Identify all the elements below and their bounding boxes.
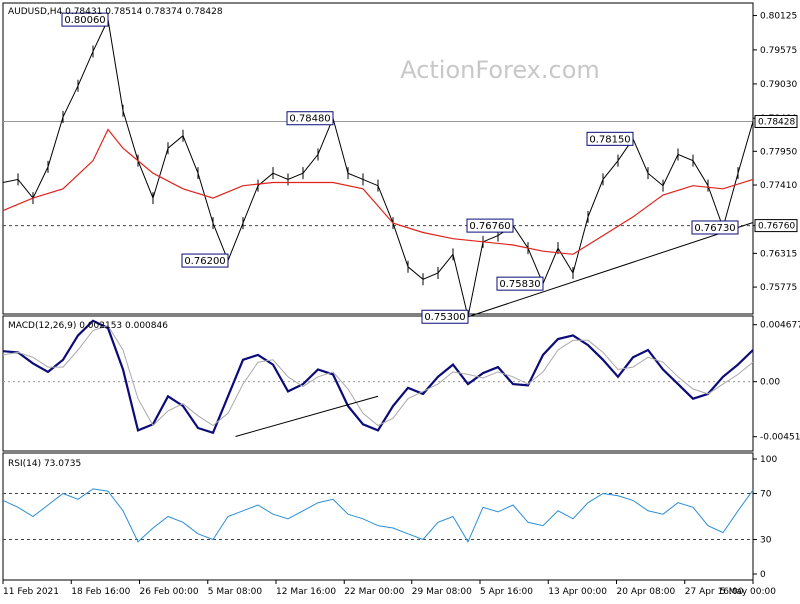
rsi-y-tick-label: 0 bbox=[760, 570, 766, 580]
price-annotation-label: 0.78480 bbox=[289, 114, 330, 125]
rsi-series-0-line bbox=[2, 488, 754, 543]
price-y-tick-label: 0.79575 bbox=[760, 46, 797, 56]
x-tick-label: 29 Mar 08:00 bbox=[412, 587, 472, 597]
rsi-y-tick-label: 30 bbox=[760, 536, 772, 546]
price-y-tick-label: 0.75775 bbox=[760, 283, 797, 293]
x-tick-label: 18 Feb 16:00 bbox=[71, 587, 130, 597]
support-level-label: 0.76760 bbox=[758, 222, 795, 232]
price-annotation-box bbox=[496, 276, 544, 291]
price-annotation: 0.75300 bbox=[421, 309, 469, 324]
macd-y-tick-label: -0.004519 bbox=[760, 433, 800, 443]
price-annotation-label: 0.76730 bbox=[694, 223, 735, 234]
rsi-panel-title: RSI(14) 73.0735 bbox=[8, 459, 81, 469]
price-annotation: 0.76200 bbox=[181, 253, 229, 268]
price-panel-title: AUDUSD,H4 0.78431 0.78514 0.78374 0.7842… bbox=[8, 7, 223, 17]
x-tick-label: 26 Feb 00:00 bbox=[140, 587, 199, 597]
price-annotation-label: 0.76760 bbox=[469, 221, 510, 232]
rsi-y-tick-label: 100 bbox=[760, 455, 777, 465]
price-annotation: 0.76760 bbox=[466, 218, 514, 233]
price-y-tick-label: 0.80125 bbox=[760, 12, 797, 22]
price-annotation-label: 0.75830 bbox=[499, 279, 540, 290]
price-annotation-box bbox=[466, 218, 514, 233]
x-tick-label: 22 Mar 00:00 bbox=[344, 587, 404, 597]
price-series-1-line bbox=[2, 128, 754, 255]
price-annotation-box bbox=[181, 253, 229, 268]
x-axis: 11 Feb 2021 18 Feb 16:00 26 Feb 00:00 5 Mar… bbox=[2, 580, 776, 597]
price-y-tick-label: 0.76315 bbox=[760, 249, 797, 259]
x-tick-label: 5 May 00:00 bbox=[720, 587, 776, 597]
price-annotation-label: 0.75300 bbox=[424, 312, 465, 323]
rsi-panel: 100 70 30 0 bbox=[2, 455, 777, 580]
price-panel-frame bbox=[2, 2, 754, 315]
price-support-trendline bbox=[467, 222, 754, 318]
price-annotation: 0.78480 bbox=[286, 111, 334, 126]
x-tick-label: 13 Apr 00:00 bbox=[548, 587, 607, 597]
price-annotation: 0.75830 bbox=[496, 276, 544, 291]
x-tick-label: 5 Apr 16:00 bbox=[480, 587, 533, 597]
price-y-tick-label: 0.79030 bbox=[760, 80, 797, 90]
price-annotation-label: 0.80060 bbox=[64, 15, 105, 26]
support-level-box bbox=[754, 219, 798, 233]
x-tick-label: 27 Apr 16:00 bbox=[685, 587, 744, 597]
x-tick-label: 5 Mar 08:00 bbox=[208, 587, 263, 597]
price-annotation: 0.80060 bbox=[61, 12, 109, 27]
price-annotation-box bbox=[421, 309, 469, 324]
macd-y-tick-label: 0.00 bbox=[760, 378, 780, 388]
x-tick-label: 12 Mar 16:00 bbox=[276, 587, 336, 597]
current-price-label: 0.78428 bbox=[758, 117, 795, 127]
price-annotation-label: 0.76200 bbox=[184, 256, 225, 267]
price-annotation-box bbox=[691, 220, 739, 235]
price-annotation: 0.78150 bbox=[586, 131, 634, 146]
current-price-box bbox=[754, 114, 798, 128]
watermark: ActionForex.com bbox=[400, 56, 600, 84]
x-tick-label: 20 Apr 08:00 bbox=[617, 587, 676, 597]
price-panel: 0.80125 0.79575 0.79030 0.78480 0.77950 0.774… bbox=[2, 12, 798, 324]
price-annotation-label: 0.78150 bbox=[589, 134, 630, 145]
price-y-tick-label: 0.77950 bbox=[760, 147, 797, 157]
macd-y-tick-label: 0.004677 bbox=[760, 321, 800, 331]
price-annotation-box bbox=[586, 131, 634, 146]
macd-panel-title: MACD(12,26,9) 0.002153 0.000846 bbox=[8, 321, 168, 331]
rsi-panel-frame bbox=[2, 452, 754, 581]
price-annotation-box bbox=[61, 12, 109, 27]
macd-series-0-line bbox=[2, 319, 754, 435]
x-tick-label: 11 Feb 2021 bbox=[3, 587, 59, 597]
macd-trendline bbox=[235, 395, 379, 437]
price-annotation: 0.76730 bbox=[691, 220, 739, 235]
macd-series-1-line bbox=[2, 325, 754, 427]
macd-panel: 0.004677 0.00 -0.004519 bbox=[2, 319, 800, 443]
price-annotation-box bbox=[286, 111, 334, 126]
price-y-tick-label: 0.77410 bbox=[760, 181, 797, 191]
rsi-y-tick-label: 70 bbox=[760, 490, 772, 500]
